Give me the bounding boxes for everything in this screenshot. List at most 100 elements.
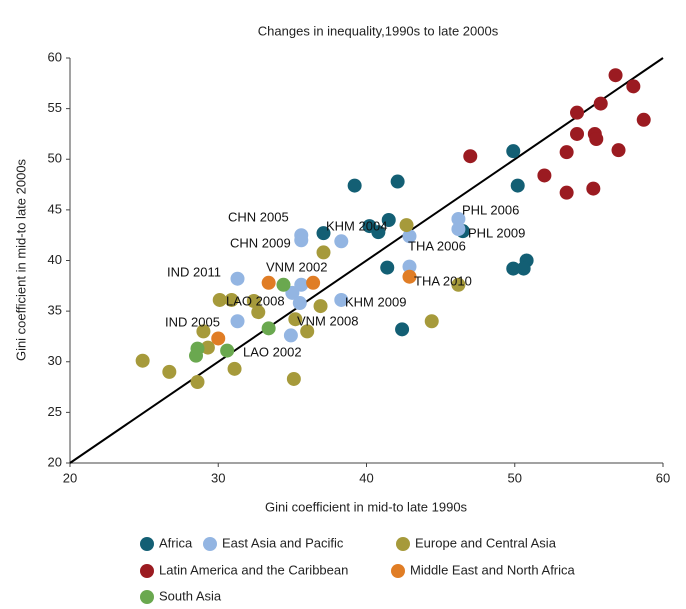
point	[286, 371, 301, 386]
point	[334, 292, 349, 307]
point	[506, 144, 521, 159]
point	[230, 271, 245, 286]
point	[294, 233, 309, 248]
legend-marker	[396, 537, 410, 551]
point	[288, 312, 303, 327]
chart-title: Changes in inequality,1990s to late 2000…	[258, 23, 499, 38]
annotation: VNM 2008	[297, 313, 358, 328]
annotation: THA 2006	[408, 238, 466, 253]
point	[313, 299, 328, 314]
point	[510, 178, 525, 193]
y-tick-label: 35	[48, 303, 62, 318]
point	[285, 285, 300, 300]
x-tick-label: 60	[656, 470, 670, 485]
point	[189, 348, 204, 363]
x-tick-label: 30	[211, 470, 225, 485]
point	[300, 324, 315, 339]
point	[537, 168, 552, 183]
annotation: CHN 2009	[230, 235, 291, 250]
point	[516, 261, 531, 276]
x-tick-label: 40	[359, 470, 373, 485]
point	[211, 331, 226, 346]
point	[593, 96, 608, 111]
legend-marker	[140, 564, 154, 578]
point	[636, 112, 651, 127]
legend-label: Latin America and the Caribbean	[159, 562, 348, 577]
point	[451, 211, 466, 226]
point	[399, 218, 414, 233]
annotation: PHL 2006	[462, 202, 519, 217]
point	[395, 322, 410, 337]
point	[451, 222, 466, 237]
point	[227, 361, 242, 376]
point	[196, 324, 211, 339]
y-tick-label: 20	[48, 454, 62, 469]
annotation: KHM 2009	[345, 294, 406, 309]
point	[559, 145, 574, 160]
point	[380, 260, 395, 275]
x-tick-label: 50	[508, 470, 522, 485]
y-tick-label: 40	[48, 252, 62, 267]
legend-marker	[391, 564, 405, 578]
point	[212, 292, 227, 307]
annotation: PHL 2009	[468, 225, 525, 240]
legend-marker	[203, 537, 217, 551]
point	[276, 277, 291, 292]
point	[608, 68, 623, 83]
legend-label: Europe and Central Asia	[415, 535, 557, 550]
annotation: LAO 2002	[243, 344, 302, 359]
point	[283, 328, 298, 343]
point	[381, 213, 396, 227]
annotation: IND 2011	[167, 264, 221, 279]
point	[220, 343, 235, 358]
point	[334, 234, 349, 249]
point	[559, 185, 574, 200]
reference-line	[69, 57, 664, 464]
legend-label: Middle East and North Africa	[410, 562, 576, 577]
y-tick-label: 45	[48, 201, 62, 216]
y-axis-label: Gini coefficient in mid-to late 2000s	[13, 158, 28, 361]
legend-label: South Asia	[159, 588, 222, 603]
point	[402, 259, 417, 274]
legend-marker	[140, 537, 154, 551]
y-tick-label: 55	[48, 100, 62, 115]
annotation: CHN 2005	[228, 209, 289, 224]
point	[251, 305, 266, 320]
point	[402, 269, 417, 284]
point	[402, 229, 417, 244]
x-tick-label: 20	[63, 470, 77, 485]
y-tick-label: 50	[48, 151, 62, 166]
point	[390, 174, 405, 189]
point	[463, 149, 478, 164]
point	[292, 296, 307, 311]
point	[424, 314, 439, 329]
point	[230, 314, 245, 329]
point	[261, 275, 276, 290]
annotation: VNM 2002	[266, 259, 327, 274]
annotation: LAO 2008	[226, 293, 285, 308]
point	[306, 275, 321, 290]
point	[246, 294, 261, 308]
x-axis-label: Gini coefficient in mid-to late 1990s	[265, 499, 468, 514]
point	[294, 277, 309, 292]
annotation: THA 2010	[414, 273, 472, 288]
point	[200, 340, 215, 355]
annotation: KHM 2004	[326, 218, 387, 233]
point	[316, 226, 331, 241]
point	[224, 292, 239, 307]
point	[589, 132, 604, 146]
point	[135, 353, 150, 368]
point	[371, 225, 386, 240]
legend-marker	[140, 590, 154, 604]
point	[570, 105, 585, 120]
point	[451, 277, 466, 292]
point	[611, 143, 626, 158]
point	[506, 261, 521, 276]
y-tick-label: 30	[48, 353, 62, 368]
point	[261, 321, 276, 336]
legend-label: East Asia and Pacific	[222, 535, 344, 550]
y-tick-label: 25	[48, 404, 62, 419]
point	[162, 364, 177, 379]
point	[570, 126, 585, 141]
